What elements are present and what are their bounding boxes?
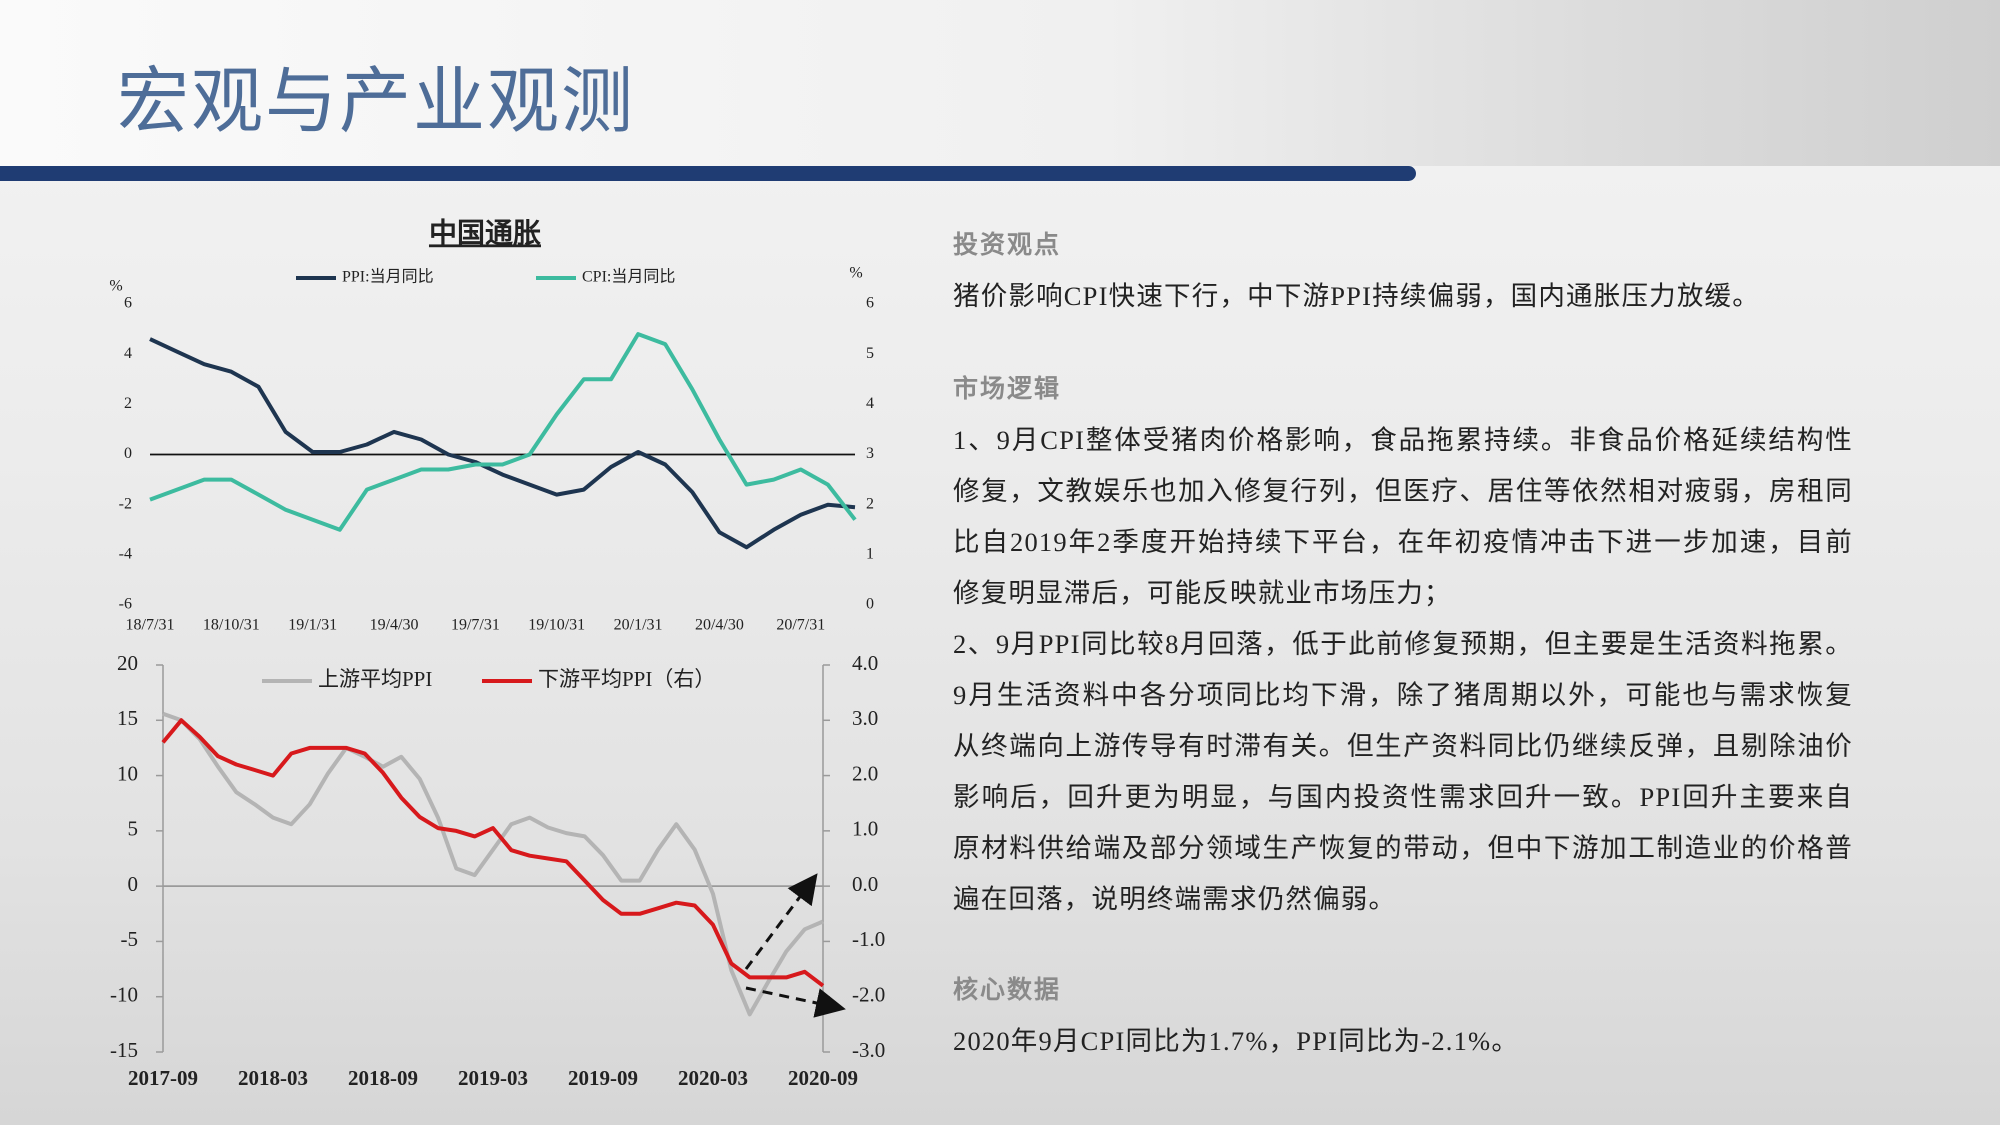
series-line	[149, 332, 857, 532]
section-heading: 投资观点	[953, 232, 1062, 259]
y2-tick-label: 5	[866, 345, 874, 362]
y-tick-label: -6	[119, 596, 132, 613]
legend-label: 上游平均PPI	[318, 667, 432, 691]
y2-tick-label: 0	[866, 596, 874, 613]
section-heading: 核心数据	[953, 977, 1062, 1004]
y2-tick-label: -2.0	[852, 983, 885, 1007]
y-axis-label: %	[109, 278, 122, 295]
x-tick-label: 2018-03	[238, 1066, 308, 1090]
text-section: 投资观点猪价影响CPI快速下行，中下游PPI持续偏弱，国内通胀压力放缓。	[953, 220, 1853, 322]
y-tick-label: 4	[124, 345, 132, 362]
y-tick-label: 0	[128, 872, 139, 896]
y-tick-label: -10	[110, 983, 138, 1007]
x-tick-label: 20/1/31	[614, 617, 663, 634]
x-tick-label: 19/1/31	[288, 617, 337, 634]
y-tick-label: -5	[121, 927, 139, 951]
y-tick-label: 6	[124, 295, 132, 312]
x-tick-label: 2019-09	[568, 1066, 638, 1090]
y-tick-label: 0	[124, 445, 132, 462]
x-tick-label: 20/7/31	[776, 617, 825, 634]
y2-axis-label: %	[849, 265, 862, 282]
y2-tick-label: 0.0	[852, 872, 878, 896]
x-tick-label: 18/10/31	[203, 617, 260, 634]
series-line	[162, 711, 824, 1017]
slide-title: 宏观与产业观测	[117, 62, 636, 142]
y-tick-label: 20	[117, 651, 138, 675]
legend-label: CPI:当月同比	[582, 268, 675, 286]
y-tick-label: 5	[128, 817, 139, 841]
y2-tick-label: 3	[866, 445, 874, 462]
y2-tick-label: 2	[866, 495, 874, 512]
y2-tick-label: -1.0	[852, 927, 885, 951]
text-section: 市场逻辑 1、9月CPI整体受猪肉价格影响，食品拖累持续。非食品价格延续结构性修复…	[953, 364, 1853, 925]
y2-tick-label: 2.0	[852, 761, 878, 785]
series-line	[161, 718, 825, 988]
text-section: 核心数据 2020年9月CPI同比为1.7%，PPI同比为-2.1%。	[953, 965, 1853, 1067]
header-bar	[0, 166, 1416, 181]
y2-tick-label: 6	[866, 295, 874, 312]
y-tick-label: 2	[124, 395, 132, 412]
x-tick-label: 2017-09	[128, 1066, 198, 1090]
y-tick-label: -15	[110, 1038, 138, 1062]
x-tick-label: 2019-03	[458, 1066, 528, 1090]
x-tick-label: 18/7/31	[126, 617, 175, 634]
section-paragraph: 猪价影响CPI快速下行，中下游PPI持续偏弱，国内通胀压力放缓。	[953, 281, 1760, 311]
y-tick-label: -2	[119, 495, 132, 512]
x-tick-label: 19/7/31	[451, 617, 500, 634]
section-paragraph: 2020年9月CPI同比为1.7%，PPI同比为-2.1%。	[953, 1026, 1520, 1056]
y2-tick-label: 1.0	[852, 817, 878, 841]
y2-tick-label: 1	[866, 546, 874, 563]
legend-label: PPI:当月同比	[342, 268, 434, 286]
y2-tick-label: 3.0	[852, 706, 878, 730]
section-paragraph: 2、9月PPI同比较8月回落，低于此前修复预期，但主要是生活资料拖累。9月生活资…	[953, 629, 1853, 914]
section-paragraph: 1、9月CPI整体受猪肉价格影响，食品拖累持续。非食品价格延续结构性修复，文教娱…	[953, 425, 1853, 608]
y-tick-label: 10	[117, 761, 138, 785]
y2-tick-label: -3.0	[852, 1038, 885, 1062]
x-tick-label: 19/10/31	[528, 617, 585, 634]
x-tick-label: 2020-03	[678, 1066, 748, 1090]
y-tick-label: 15	[117, 706, 138, 730]
x-tick-label: 2018-09	[348, 1066, 418, 1090]
series-line	[149, 337, 856, 550]
trend-arrow	[744, 873, 818, 970]
section-heading: 市场逻辑	[953, 376, 1062, 403]
x-tick-label: 2020-09	[788, 1066, 858, 1090]
x-tick-label: 20/4/30	[695, 617, 744, 634]
header-background	[0, 0, 2000, 166]
y2-tick-label: 4.0	[852, 651, 878, 675]
x-tick-label: 19/4/30	[370, 617, 419, 634]
y-tick-label: -4	[119, 546, 132, 563]
legend-label: 下游平均PPI（右）	[538, 667, 715, 691]
chart-title: 中国通胀	[429, 217, 541, 249]
y2-tick-label: 4	[866, 395, 874, 412]
